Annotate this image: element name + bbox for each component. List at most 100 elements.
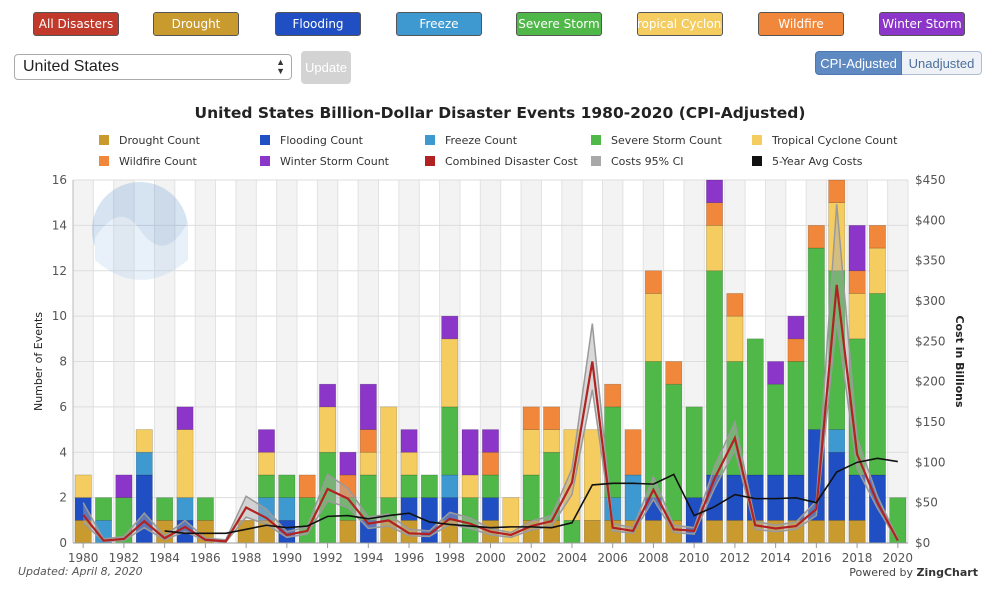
- bar-segment: [441, 497, 459, 521]
- legend-label: 5-Year Avg Costs: [772, 155, 863, 168]
- legend-swatch: [260, 156, 270, 166]
- filter-button-flooding[interactable]: Flooding: [275, 12, 361, 36]
- bar-segment: [482, 520, 499, 544]
- bar-segment: [359, 451, 377, 476]
- x-tick-label: 2018: [842, 551, 873, 565]
- bar-segment: [258, 520, 275, 544]
- bar-segment: [807, 225, 825, 249]
- bar-segment: [441, 338, 459, 408]
- filter-button-severe-storm[interactable]: Severe Storm: [516, 12, 602, 36]
- bar-segment: [319, 406, 337, 453]
- legend-label: Wildfire Count: [119, 155, 198, 168]
- y2-tick-label: $350: [915, 254, 946, 268]
- cpi-adjusted-toggle[interactable]: CPI-Adjusted: [815, 51, 902, 75]
- update-button[interactable]: Update: [301, 51, 351, 84]
- bar-segment: [441, 406, 459, 476]
- y2-axis-title: Cost in Billions: [953, 315, 966, 408]
- bar-segment: [644, 361, 662, 498]
- filter-button-drought[interactable]: Drought: [153, 12, 239, 36]
- x-tick-label: 1992: [312, 551, 343, 565]
- bar-segment: [258, 451, 275, 476]
- bar-segment: [543, 406, 561, 430]
- location-select[interactable]: United States ▲ ▼: [14, 54, 292, 80]
- bar-segment: [665, 520, 683, 544]
- bar-segment: [787, 520, 805, 544]
- bar-segment: [624, 520, 642, 544]
- y2-tick-label: $200: [915, 375, 946, 389]
- y-tick-label: 10: [52, 309, 67, 323]
- x-tick-label: 1984: [149, 551, 180, 565]
- bar-segment: [726, 520, 744, 544]
- bar-segment: [828, 429, 846, 453]
- x-tick-label: 1986: [190, 551, 221, 565]
- bar-segment: [848, 338, 866, 476]
- bar-segment: [176, 497, 194, 521]
- x-tick-label: 1982: [109, 551, 140, 565]
- bar-segment: [522, 474, 540, 521]
- bar-segment: [807, 247, 825, 430]
- x-tick-label: 2004: [557, 551, 588, 565]
- bar-segment: [563, 429, 581, 521]
- bar-segment: [115, 474, 133, 498]
- x-tick-label: 1988: [231, 551, 262, 565]
- y-tick-label: 14: [52, 218, 67, 232]
- x-tick-label: 2020: [883, 551, 914, 565]
- bar-segment: [604, 497, 622, 521]
- chart-band: [846, 180, 868, 543]
- legend-swatch: [752, 135, 762, 145]
- bar-segment: [665, 383, 683, 521]
- bar-segment: [706, 202, 723, 226]
- bar-segment: [848, 270, 866, 294]
- bar-segment: [400, 520, 418, 544]
- chart-band: [561, 180, 583, 543]
- bar-segment: [726, 474, 744, 521]
- y-tick-label: 6: [59, 400, 67, 414]
- bar-segment: [828, 451, 846, 521]
- bar-segment: [746, 520, 764, 544]
- bar-segment: [828, 179, 846, 203]
- x-tick-label: 2012: [720, 551, 751, 565]
- bar-segment: [196, 520, 214, 544]
- bar-segment: [339, 520, 357, 544]
- filter-button-freeze[interactable]: Freeze: [396, 12, 482, 36]
- x-tick-label: 1980: [68, 551, 99, 565]
- chart-band: [235, 180, 257, 543]
- legend-swatch: [752, 156, 762, 166]
- chart-band: [765, 180, 786, 543]
- bar-segment: [767, 474, 785, 521]
- chart-band: [154, 180, 175, 543]
- legend-swatch: [591, 156, 601, 166]
- chart-band: [113, 180, 135, 543]
- bar-segment: [482, 451, 499, 476]
- bar-segment: [828, 270, 846, 430]
- bar-segment: [828, 202, 846, 272]
- y2-tick-label: $50: [915, 496, 938, 510]
- bar-segment: [461, 497, 479, 544]
- bar-segment: [156, 497, 174, 521]
- filter-button-wildfire[interactable]: Wildfire: [758, 12, 844, 36]
- filter-button-all-disasters[interactable]: All Disasters: [33, 12, 119, 36]
- bar-segment: [665, 361, 683, 385]
- chart-band: [480, 180, 501, 543]
- legend-label: Freeze Count: [445, 134, 518, 147]
- bar-segment: [135, 429, 153, 453]
- bar-segment: [869, 225, 886, 249]
- bar-segment: [258, 429, 275, 453]
- bar-segment: [258, 497, 275, 521]
- y-tick-label: 16: [52, 173, 67, 187]
- cost-ci-band: [83, 204, 898, 543]
- zingchart-brand: ZingChart: [916, 566, 978, 579]
- powered-by[interactable]: Powered by ZingChart: [849, 566, 978, 579]
- y2-tick-label: $450: [915, 173, 946, 187]
- filter-button-winter-storm[interactable]: Winter Storm: [879, 12, 965, 36]
- bar-segment: [339, 474, 357, 498]
- filter-button-tropical-cyclone[interactable]: Tropical Cyclone: [637, 12, 723, 36]
- bar-segment: [482, 429, 499, 453]
- bar-segment: [706, 474, 723, 521]
- unadjusted-toggle[interactable]: Unadjusted: [902, 51, 982, 75]
- bar-segment: [319, 383, 337, 408]
- y-tick-label: 4: [59, 445, 67, 459]
- bar-segment: [258, 474, 275, 498]
- chart-band: [683, 180, 705, 543]
- bar-segment: [380, 520, 398, 544]
